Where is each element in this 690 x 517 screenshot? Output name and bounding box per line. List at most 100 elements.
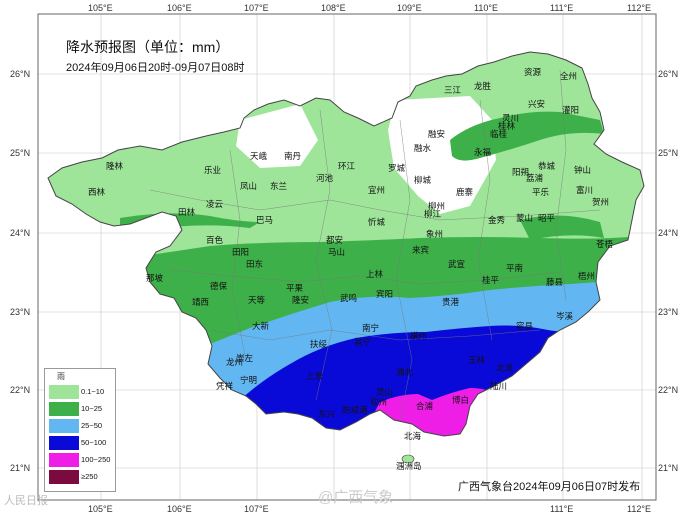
legend-swatch — [49, 385, 79, 399]
city-label: 防城港 — [342, 405, 368, 415]
legend-item: ≥250 — [49, 470, 113, 484]
city-label: 柳城 — [414, 175, 432, 185]
legend-swatch — [49, 453, 79, 467]
lon-tick-b2: 107°E — [244, 504, 269, 514]
city-label: 马山 — [328, 247, 346, 257]
city-label: 临桂 — [490, 129, 508, 139]
lon-tick-b6: 111°E — [550, 504, 573, 514]
lat-tick-0: 26°N — [10, 69, 30, 79]
legend-label: 25~50 — [81, 421, 103, 430]
city-label: 凌云 — [206, 199, 224, 209]
lat-tick-r0: 26°N — [658, 69, 678, 79]
city-label: 忻城 — [368, 217, 386, 227]
city-label: 扶绥 — [310, 339, 328, 349]
city-label: 恭城 — [538, 161, 556, 171]
city-label: 百色 — [206, 235, 224, 245]
city-label: 武宣 — [448, 259, 466, 269]
city-label: 藤县 — [546, 277, 564, 287]
lat-tick-r5: 21°N — [658, 463, 678, 473]
city-label: 昭平 — [538, 213, 556, 223]
city-label: 南宁 — [362, 323, 380, 333]
city-label: 都安 — [326, 235, 344, 245]
city-label: 西林 — [88, 187, 106, 197]
city-label: 柳州 — [428, 201, 446, 211]
lon-tick-7: 112°E — [627, 3, 651, 13]
lon-tick-3: 108°E — [321, 3, 346, 13]
lat-tick-r3: 23°N — [658, 307, 678, 317]
city-label: 蒙山 — [516, 213, 534, 223]
city-label: 陆川 — [490, 381, 508, 391]
city-label: 乐业 — [204, 165, 222, 175]
city-label: 平乐 — [532, 187, 550, 197]
legend-label: 10~25 — [81, 404, 103, 413]
city-label: 田东 — [246, 259, 264, 269]
city-label: 上思 — [306, 371, 324, 381]
legend-swatch — [49, 436, 79, 450]
city-label: 天等 — [248, 295, 266, 305]
lon-tick-0: 105°E — [88, 3, 113, 13]
city-label: 桂林 — [498, 121, 516, 131]
legend-swatch — [49, 402, 79, 416]
lon-tick-2: 107°E — [244, 3, 269, 13]
city-label: 容县 — [516, 321, 534, 331]
city-label: 富川 — [576, 185, 594, 195]
city-label: 东兰 — [270, 181, 288, 191]
city-label: 隆林 — [106, 161, 124, 171]
city-label: 东兴 — [318, 409, 336, 419]
city-label: 邕宁 — [354, 337, 372, 347]
city-label: 龙州 — [226, 357, 244, 367]
city-label: 贵港 — [442, 297, 460, 307]
city-label: 横州 — [410, 331, 428, 341]
city-label: 凭祥 — [216, 381, 234, 391]
city-label: 北海 — [404, 431, 422, 441]
city-label: 武鸣 — [340, 293, 358, 303]
city-label: 岑溪 — [556, 311, 574, 321]
no-rain-area-north — [236, 104, 318, 168]
rain-band-10-25-east-strip — [520, 215, 604, 240]
city-label: 田林 — [178, 207, 196, 217]
city-label: 崇左 — [236, 353, 254, 363]
city-label: 平南 — [506, 263, 524, 273]
city-label: 灵川 — [502, 113, 520, 123]
lat-tick-2: 24°N — [10, 228, 30, 238]
city-label: 环江 — [338, 161, 356, 171]
city-label: 浦北 — [396, 367, 414, 377]
city-label: 上林 — [366, 269, 384, 279]
weizhou-island — [401, 454, 415, 464]
city-label: 罗城 — [388, 163, 406, 173]
legend: 雨 0.1~10 10~25 25~50 50~100 100~250 ≥250 — [44, 368, 116, 492]
legend-label: 0.1~10 — [81, 387, 105, 396]
city-label: 巴马 — [256, 215, 274, 225]
legend-item: 10~25 — [49, 402, 113, 416]
city-label: 柳江 — [424, 209, 442, 219]
legend-item: 25~50 — [49, 419, 113, 433]
city-label: 阳朔 — [512, 167, 530, 177]
city-label: 南丹 — [284, 151, 302, 161]
city-label: 鹿寨 — [456, 187, 474, 197]
city-label: 河池 — [316, 173, 334, 183]
lon-tick-1: 106°E — [167, 3, 192, 13]
lat-tick-r1: 25°N — [658, 148, 678, 158]
city-label: 凤山 — [240, 181, 258, 191]
lon-tick-5: 110°E — [474, 3, 498, 13]
lat-tick-5: 21°N — [10, 463, 30, 473]
city-label: 平果 — [286, 283, 304, 293]
city-label: 钟山 — [574, 165, 592, 175]
city-label: 宁明 — [240, 375, 258, 385]
lon-tick-6: 111°E — [550, 3, 573, 13]
city-label: 大新 — [252, 321, 270, 331]
city-label: 苍梧 — [596, 239, 614, 249]
lat-tick-r4: 22°N — [658, 385, 678, 395]
lon-tick-b0: 105°E — [88, 504, 113, 514]
city-label: 龙胜 — [474, 81, 492, 91]
legend-label: 100~250 — [81, 455, 111, 464]
city-label: 田阳 — [232, 247, 250, 257]
legend-title: 雨 — [57, 372, 65, 381]
city-label: 荔浦 — [526, 173, 544, 183]
city-label: 金秀 — [488, 215, 506, 225]
city-label: 那坡 — [146, 273, 164, 283]
watermark-center: @广西气象 — [318, 489, 394, 506]
rain-band-10-25-north — [450, 111, 604, 161]
city-label: 隆安 — [292, 295, 310, 305]
